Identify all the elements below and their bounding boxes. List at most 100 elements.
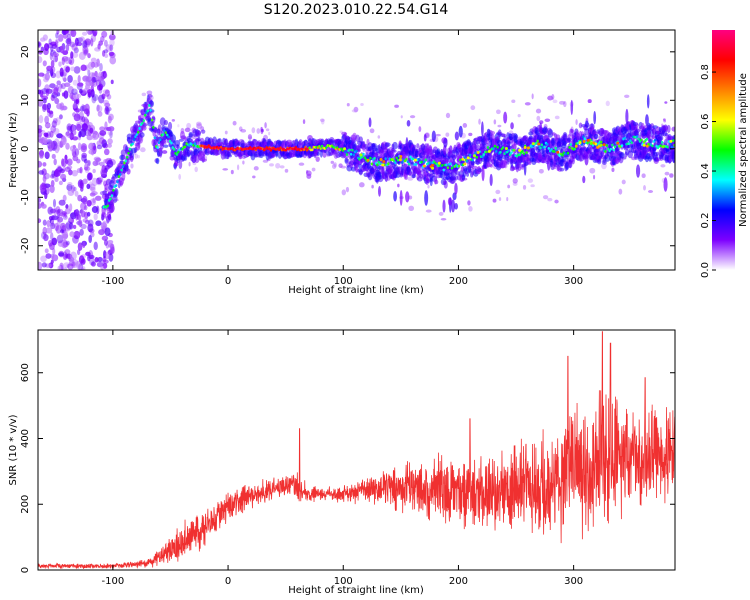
heatmap-cell [89, 257, 95, 266]
heatmap-cell [88, 149, 96, 155]
heatmap-cell [86, 199, 92, 207]
heatmap-cell [570, 99, 574, 115]
heatmap-cell [161, 150, 168, 154]
heatmap-cell [197, 130, 202, 135]
heatmap-cell [60, 136, 67, 146]
heatmap-cell [55, 38, 60, 43]
heatmap-cell [146, 90, 153, 96]
heatmap-cell [611, 167, 615, 172]
heatmap-cell [527, 178, 534, 183]
heatmap-cell [624, 94, 630, 98]
colorbar-label: Normalized spectral amplitude [738, 73, 749, 227]
heatmap-cell [604, 150, 607, 153]
heatmap-cell [92, 160, 99, 167]
heatmap-cell [431, 163, 435, 167]
heatmap-cell [57, 240, 65, 247]
heatmap-cell [329, 139, 334, 143]
heatmap-cell [378, 174, 383, 180]
heatmap-cell [201, 129, 206, 134]
heatmap-cell [506, 196, 509, 202]
heatmap-cell [63, 267, 67, 270]
heatmap-cell [94, 70, 98, 77]
heatmap-cell [92, 31, 97, 37]
heatmap-cell [559, 167, 565, 172]
heatmap-cell [496, 145, 499, 149]
heatmap-cell [87, 159, 91, 168]
heatmap-cell [66, 37, 72, 47]
heatmap-cell [561, 153, 564, 157]
heatmap-cell [124, 164, 129, 172]
heatmap-cell [159, 138, 162, 142]
heatmap-cell [602, 143, 606, 147]
heatmap-cell [82, 218, 89, 223]
heatmap-cell [56, 164, 62, 171]
heatmap-cell [76, 123, 82, 132]
heatmap-cell [251, 127, 256, 134]
heatmap-cell [539, 122, 543, 135]
heatmap-cell [478, 118, 481, 125]
heatmap-cell [556, 150, 560, 154]
heatmap-cell [109, 131, 113, 139]
heatmap-cell [408, 171, 413, 177]
heatmap-cell [254, 147, 258, 150]
heatmap-cell [77, 194, 83, 202]
heatmap-cell [390, 158, 394, 162]
heatmap-cell [240, 129, 247, 133]
heatmap-cell [163, 144, 169, 148]
heatmap-cell [38, 114, 44, 124]
heatmap-cell [320, 118, 325, 125]
heatmap-cell [59, 222, 66, 231]
heatmap-cell [563, 100, 567, 108]
heatmap-cell [435, 133, 441, 137]
heatmap-cell [471, 165, 478, 170]
heatmap-cell [351, 148, 354, 152]
heatmap-cell [53, 158, 57, 166]
heatmap-cell [94, 257, 99, 263]
colorbar-tick-label: 0.4 [700, 163, 711, 179]
heatmap-cell [431, 130, 436, 143]
heatmap-cell [140, 147, 146, 153]
heatmap-cell [438, 211, 444, 216]
heatmap-cell [646, 94, 650, 109]
heatmap-cell [88, 235, 92, 243]
heatmap-cell [109, 38, 115, 47]
heatmap-cell [253, 166, 259, 171]
heatmap-cell [67, 188, 75, 197]
heatmap-cell [586, 122, 590, 128]
heatmap-cell [42, 137, 49, 145]
heatmap-cell [554, 146, 557, 150]
heatmap-cell [611, 143, 614, 147]
heatmap-cell [512, 178, 518, 184]
heatmap-cell [127, 151, 130, 155]
heatmap-cell [256, 128, 261, 134]
heatmap-cell [418, 126, 422, 132]
heatmap-cell [194, 166, 198, 173]
heatmap-cell [510, 158, 514, 168]
heatmap-cell [627, 142, 631, 145]
x-tick-label: 0 [225, 576, 231, 587]
heatmap-cell [264, 122, 267, 129]
heatmap-cell [636, 135, 639, 138]
heatmap-cell [98, 229, 105, 236]
heatmap-cell [645, 114, 649, 127]
heatmap-cell [66, 158, 73, 166]
heatmap-cell [413, 144, 417, 150]
heatmap-cell [642, 143, 646, 147]
heatmap-cell [64, 253, 69, 259]
heatmap-cell [371, 184, 374, 189]
heatmap-cell [84, 219, 90, 225]
heatmap-cell [147, 94, 153, 98]
heatmap-cell [100, 222, 107, 231]
heatmap-cell [470, 105, 476, 111]
heatmap-cell [290, 147, 295, 150]
heatmap-cell [86, 64, 90, 72]
snr-x-label: Height of straight line (km) [288, 585, 424, 596]
heatmap-cell [224, 130, 228, 135]
heatmap-cell [122, 155, 126, 160]
heatmap-cell [584, 154, 589, 166]
y-tick-label: 400 [20, 429, 31, 448]
heatmap-cell [97, 111, 103, 117]
heatmap-cell [104, 227, 111, 237]
heatmap-cell [82, 195, 88, 205]
